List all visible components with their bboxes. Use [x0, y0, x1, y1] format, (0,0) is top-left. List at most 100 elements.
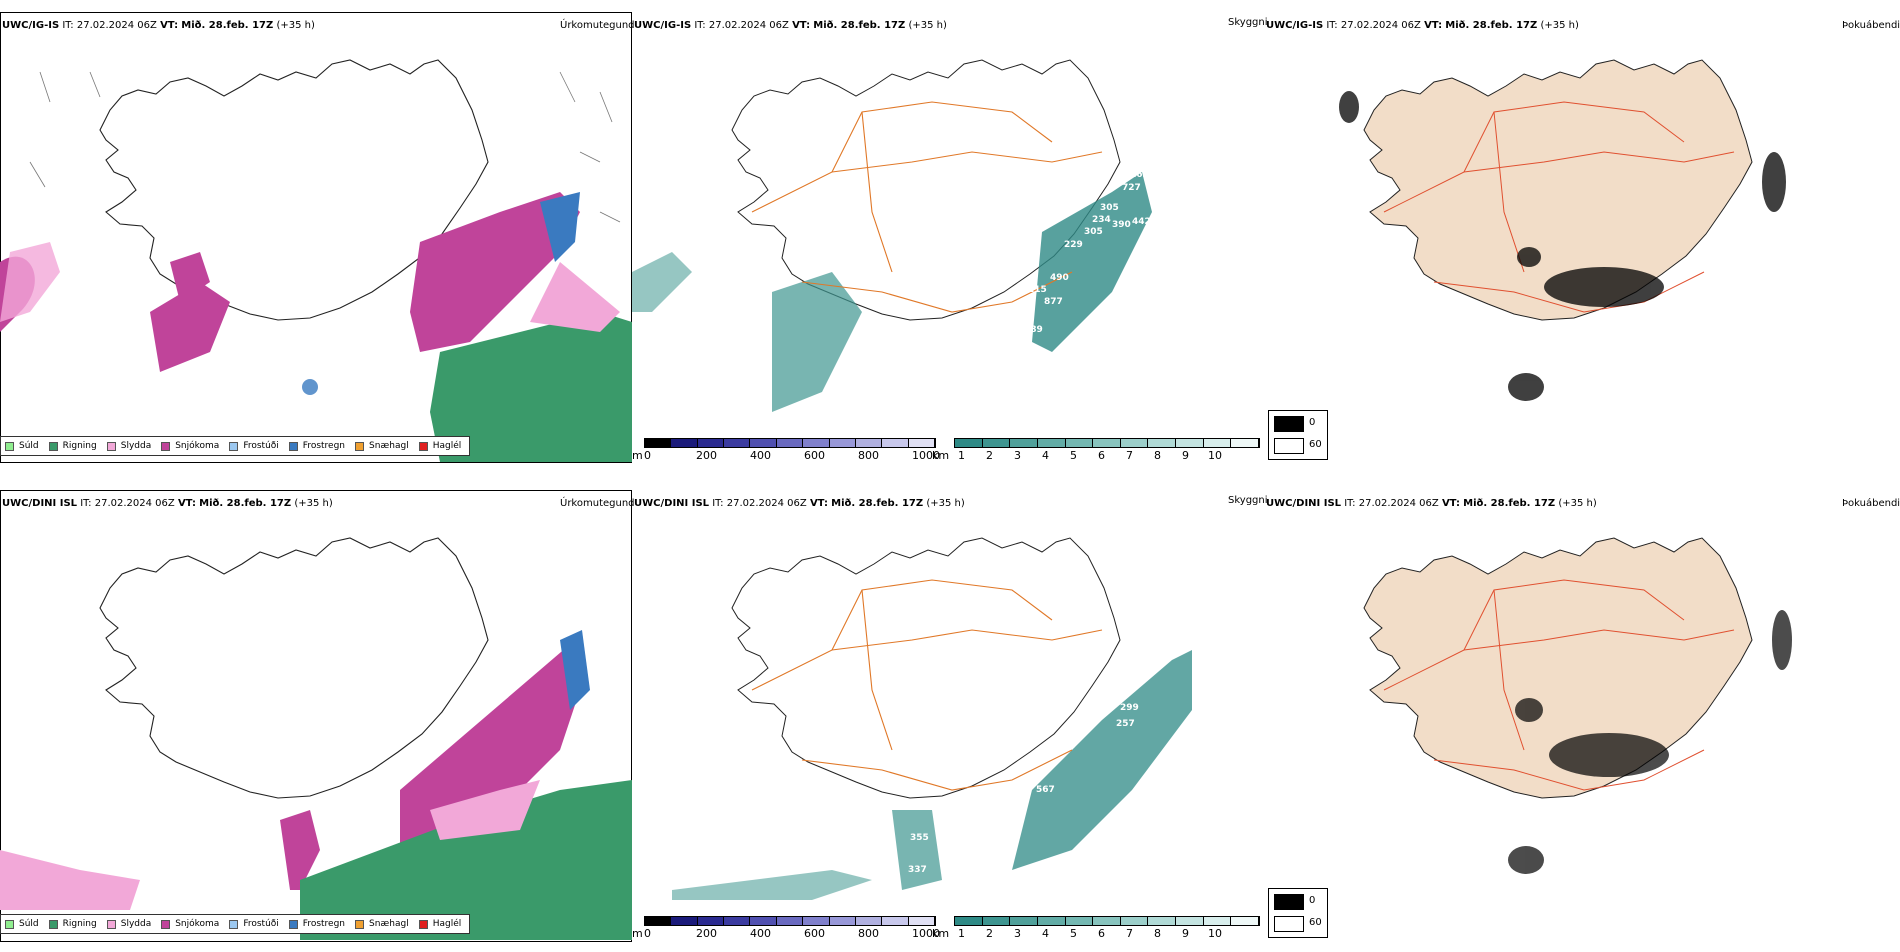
legend-swatch [161, 441, 171, 451]
visibility-tick: 6 [1098, 927, 1105, 940]
panel-frame [0, 490, 632, 942]
cloudbase-tick: 400 [750, 927, 771, 940]
legend-item: Slydda [106, 919, 151, 929]
fog-legend: 0 60 [1268, 888, 1328, 938]
visibility-unit: km [932, 927, 950, 940]
cloudbase-colorbar: m 0 200 400 600 800 1000 [632, 916, 942, 946]
cloud-number: 431 [1056, 741, 1075, 751]
precip-type-map-dini [0, 537, 632, 940]
visibility-title: Skyggni [1228, 495, 1268, 506]
legend-swatch [355, 441, 365, 451]
cloudbase-tick: 0 [644, 449, 651, 462]
fog-legend: 0 60 [1268, 410, 1328, 460]
legend-item: Snjókoma [161, 441, 219, 451]
visibility-tick: 10 [1208, 449, 1222, 462]
cloud-number: 249 [1072, 721, 1091, 731]
visibility-tick: 6 [1098, 449, 1105, 462]
legend-item: Súld [5, 441, 39, 451]
cloud-number: 109 [934, 375, 953, 385]
precip-type-panel-ig: UWC/IG-IS IT: 27.02.2024 06Z VT: Mið. 28… [0, 12, 635, 474]
cloud-number: 490 [1050, 273, 1069, 283]
legend-item: Haglél [418, 919, 461, 929]
cloudbase-tick: 800 [858, 927, 879, 940]
visibility-tick: 2 [986, 449, 993, 462]
panel-title-dini-cloud: UWC/DINI ISL IT: 27.02.2024 06Z VT: Mið.… [634, 498, 965, 509]
visibility-tick: 9 [1182, 449, 1189, 462]
legend-swatch [106, 919, 116, 929]
fog-map-ig [1339, 59, 1786, 401]
cloud-number: 234 [1092, 215, 1111, 225]
cloud-number: 215 [1028, 285, 1047, 295]
visibility-tick: 5 [1070, 449, 1077, 462]
fog-legend-swatch [1274, 894, 1304, 910]
legend-swatch [355, 919, 365, 929]
cloud-number: 255 [1032, 753, 1051, 763]
panel-title-dini-fog: UWC/DINI ISL IT: 27.02.2024 06Z VT: Mið.… [1266, 498, 1597, 509]
legend-item: Snæhagl [355, 441, 409, 451]
cloudbase-colorbar-cells [644, 916, 936, 926]
visibility-title: Skyggni [1228, 17, 1268, 28]
cloud-number: 174 [1140, 658, 1159, 668]
fog-legend-swatch [1274, 916, 1304, 932]
visibility-tick: 1 [958, 927, 965, 940]
visibility-tick: 7 [1126, 449, 1133, 462]
cloud-number: 727 [1122, 183, 1141, 193]
visibility-colorbar-cells [954, 916, 1260, 926]
cloud-number: 962 [1072, 370, 1091, 380]
cloud-number: 289 [1024, 325, 1043, 335]
legend-swatch [229, 441, 239, 451]
panel-title-ig-precip: UWC/IG-IS IT: 27.02.2024 06Z VT: Mið. 28… [2, 20, 315, 31]
cloudbase-unit: m [632, 927, 643, 940]
legend-swatch [288, 919, 298, 929]
fog-legend-swatch [1274, 438, 1304, 454]
legend-swatch [161, 919, 171, 929]
legend-item: Frostúði [229, 441, 279, 451]
cloud-number: 162 [1130, 170, 1149, 180]
cloudbase-tick: 0 [644, 927, 651, 940]
cloud-number: 592 [944, 235, 963, 245]
cloud-number: 442 [1132, 217, 1151, 227]
fog-legend-swatch [1274, 416, 1304, 432]
cloudbase-colorbar-cells [644, 438, 936, 448]
legend-swatch [48, 441, 58, 451]
visibility-tick: 8 [1154, 449, 1161, 462]
precip-legend: Súld Rigning Slydda Snjókoma Frostúði Fr… [0, 914, 470, 934]
visibility-tick: 1 [958, 449, 965, 462]
visibility-colorbar: km 1 2 3 4 5 6 7 8 9 10 [932, 916, 1262, 946]
cloudbase-map-dini: 174 200 299 227 249 431 257 255 567 113 … [672, 537, 1192, 900]
cloudbase-tick: 400 [750, 449, 771, 462]
visibility-tick: 5 [1070, 927, 1077, 940]
visibility-tick: 8 [1154, 927, 1161, 940]
cloud-number: 390 [1112, 220, 1131, 230]
cloud-number: 227 [1086, 713, 1105, 723]
cloud-number: 299 [1120, 703, 1139, 713]
cloud-number: 257 [1116, 719, 1135, 729]
visibility-colorbar: km 1 2 3 4 5 6 7 8 9 10 [932, 438, 1262, 468]
cloudbase-unit: m [632, 449, 643, 462]
panel-frame [0, 12, 632, 463]
cloud-number: 305 [1100, 203, 1119, 213]
legend-swatch [418, 919, 428, 929]
legend-item: Rigning [48, 919, 97, 929]
cloud-number: 567 [1036, 785, 1055, 795]
visibility-unit: km [932, 449, 950, 462]
cloudbase-tick: 600 [804, 927, 825, 940]
precip-type-panel-dini: UWC/DINI ISL IT: 27.02.2024 06Z VT: Mið.… [0, 490, 635, 952]
cloudbase-tick: 200 [696, 927, 717, 940]
cloudbase-tick: 200 [696, 449, 717, 462]
legend-item: Slydda [106, 441, 151, 451]
legend-swatch [5, 919, 14, 929]
cloudbase-colorbar: m 0 200 400 600 800 1000 [632, 438, 942, 468]
legend-swatch [5, 441, 14, 451]
precip-type-title: Úrkomutegund [560, 20, 635, 31]
legend-item: Frostúði [229, 919, 279, 929]
visibility-tick: 4 [1042, 449, 1049, 462]
cloud-number-labels: 174 200 299 227 249 431 257 255 567 113 … [908, 658, 1159, 875]
legend-item: Súld [5, 919, 39, 929]
cloud-number: 113 [942, 695, 961, 705]
cloudbase-map-ig: 162 727 305 234 390 305 442 229 490 215 … [632, 59, 1152, 412]
legend-item: Snæhagl [355, 919, 409, 929]
cloud-number: 355 [910, 833, 929, 843]
legend-item: Frostregn [288, 441, 345, 451]
fog-panel-dini: UWC/DINI ISL IT: 27.02.2024 06Z VT: Mið.… [1264, 490, 1900, 952]
